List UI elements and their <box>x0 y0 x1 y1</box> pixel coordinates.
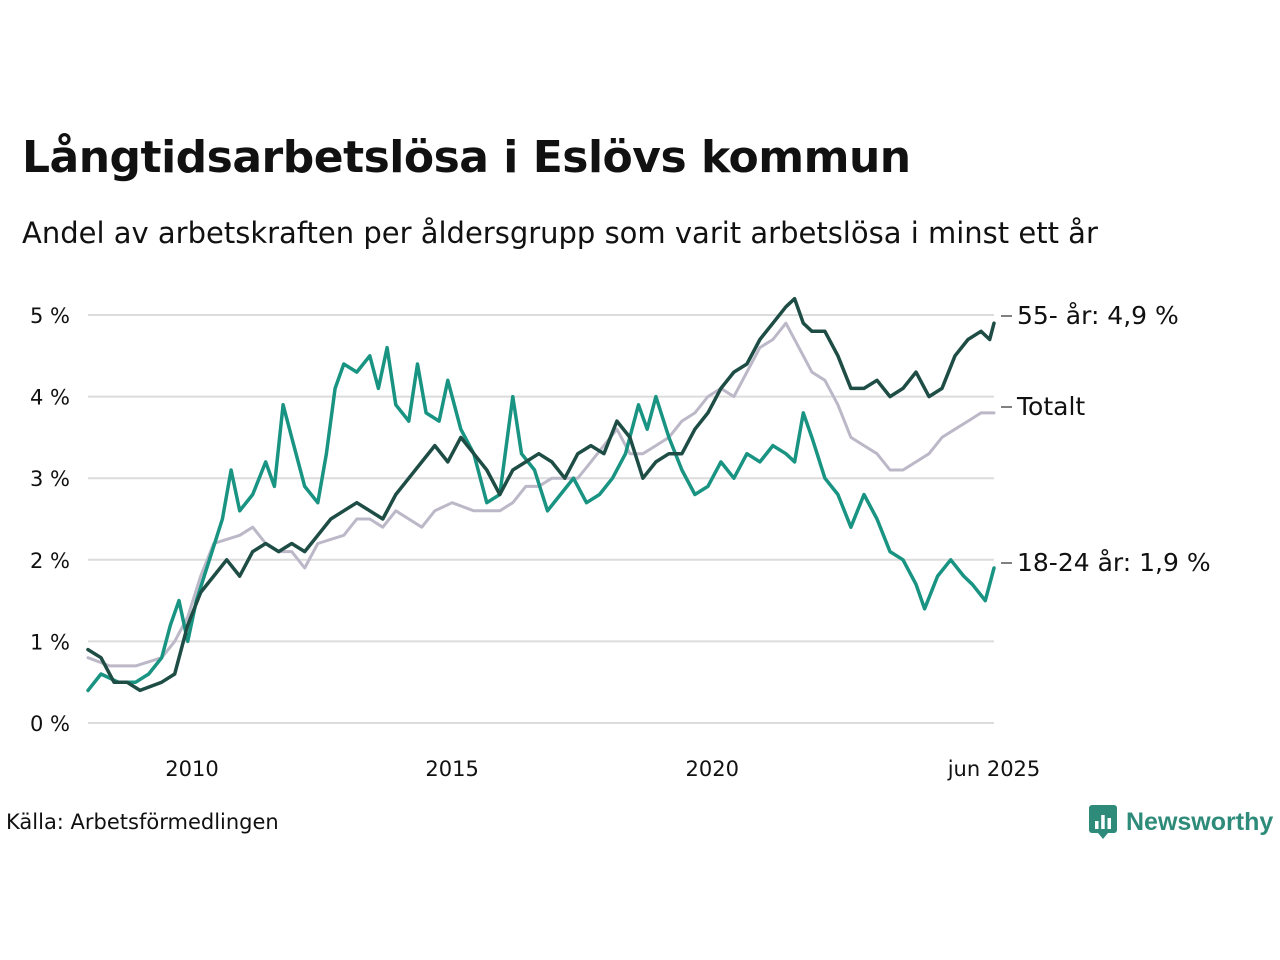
brand-name: Newsworthy <box>1126 807 1274 836</box>
y-tick-label: 1 % <box>30 630 70 654</box>
y-tick-label: 4 % <box>30 386 70 410</box>
y-tick-label: 3 % <box>30 467 70 491</box>
series-label-s55: 55- år: 4,9 % <box>1017 301 1179 330</box>
y-tick-label: 2 % <box>30 549 70 573</box>
series-lines <box>86 296 996 693</box>
series-labels: Totalt 18-24 år: 1,9 % 55- år: 4,9 % <box>1001 301 1211 577</box>
series-label-total: Totalt <box>1016 392 1085 421</box>
y-tick-label: 0 % <box>30 712 70 736</box>
y-tick-label: 5 % <box>30 304 70 328</box>
series-label-s18: 18-24 år: 1,9 % <box>1017 548 1211 577</box>
x-tick-label: 2020 <box>686 757 739 781</box>
series-line-s18 <box>86 345 996 693</box>
chart-subtitle: Andel av arbetskraften per åldersgrupp s… <box>22 216 1098 250</box>
y-axis: 0 % 1 % 2 % 3 % 4 % 5 % <box>30 304 70 736</box>
newsworthy-logo-icon <box>1089 805 1117 839</box>
x-tick-label: jun 2025 <box>947 757 1041 781</box>
x-tick-label: 2010 <box>165 757 218 781</box>
source-note: Källa: Arbetsförmedlingen <box>6 810 279 834</box>
gridlines <box>88 314 994 724</box>
x-tick-label: 2015 <box>425 757 478 781</box>
brand-logo: Newsworthy <box>1088 804 1273 840</box>
series-line-s55 <box>86 296 996 693</box>
x-axis: 2010 2015 2020 jun 2025 <box>165 757 1040 781</box>
chart-title: Långtidsarbetslösa i Eslövs kommun <box>22 132 911 183</box>
